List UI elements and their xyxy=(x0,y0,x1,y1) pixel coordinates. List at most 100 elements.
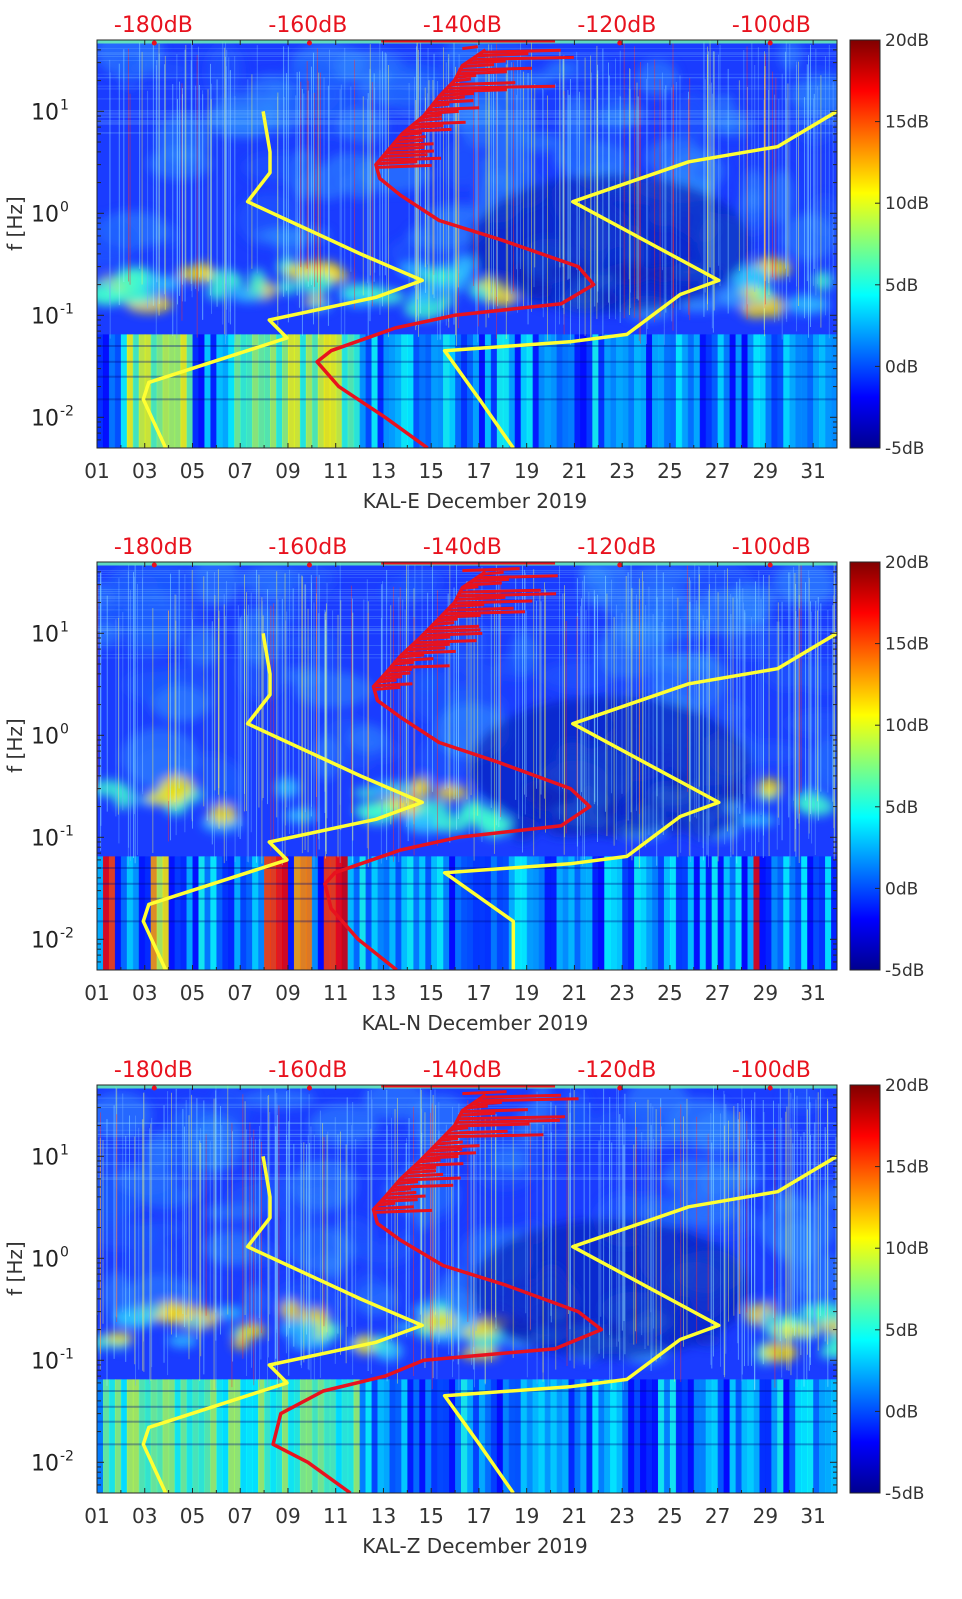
y-tick-base: 10 xyxy=(31,406,59,431)
median-spike xyxy=(476,1097,579,1103)
median-spike xyxy=(410,642,450,648)
y-tick-label: 10 xyxy=(31,406,59,431)
median-spike xyxy=(482,48,561,54)
y-tick-base: 10 xyxy=(31,100,59,125)
median-spike xyxy=(459,588,541,594)
colorbar-tick-label: 5dB xyxy=(885,798,918,818)
curve-yellow-high xyxy=(442,1154,837,1493)
spectrogram-transient-streaks xyxy=(97,1085,837,1391)
x-tick-label: 27 xyxy=(705,459,730,483)
median-spike xyxy=(437,95,465,101)
x-tick-label: 27 xyxy=(705,1504,730,1528)
median-spike xyxy=(459,66,532,72)
y-axis-label: f [Hz] xyxy=(3,1241,27,1296)
curve-yellow-low xyxy=(141,111,424,448)
x-axis-label: KAL-E December 2019 xyxy=(363,489,587,513)
median-spike xyxy=(458,70,507,76)
y-tick-base: 10 xyxy=(31,724,59,749)
median-spike xyxy=(440,613,481,619)
median-spike xyxy=(482,570,504,576)
median-spike xyxy=(432,621,455,627)
x-tick-label: 31 xyxy=(800,459,825,483)
x-tick-label: 05 xyxy=(180,981,205,1005)
x-tick-label: 25 xyxy=(657,1504,682,1528)
x-tick-label: 07 xyxy=(227,1504,252,1528)
x-tick-label: 19 xyxy=(514,981,539,1005)
median-spike xyxy=(422,113,443,119)
spectrogram-low-frequency-columns xyxy=(97,1379,837,1493)
y-tick-label: 10 xyxy=(31,100,59,125)
colorbar-tick-label: -5dB xyxy=(885,961,924,981)
median-spike xyxy=(380,1198,418,1204)
median-spike xyxy=(471,55,574,61)
top-marker-dot xyxy=(151,1085,157,1091)
top-db-tick-label: -160dB xyxy=(268,13,347,38)
y-tick-label: 10 xyxy=(31,928,59,953)
y-tick-base: 10 xyxy=(31,304,59,329)
colorbar-tick-label: 20dB xyxy=(885,1076,929,1096)
noise-model-curves xyxy=(141,562,837,970)
x-tick-label: 23 xyxy=(609,459,634,483)
spectrogram-transient-streaks xyxy=(97,562,837,868)
y-axis-label: f [Hz] xyxy=(3,718,27,773)
x-tick-label: 17 xyxy=(466,1504,491,1528)
median-spike xyxy=(466,59,506,65)
colorbar-tick-label: 0dB xyxy=(885,1402,918,1422)
top-db-tick-label: -140dB xyxy=(423,13,502,38)
top-db-tick-label: -140dB xyxy=(423,1058,502,1083)
curve-red-median xyxy=(315,48,596,448)
y-tick-exponent: 1 xyxy=(60,1142,69,1158)
top-db-tick-label: -100dB xyxy=(732,13,811,38)
colorbar: 20dB 15dB 10dB 5dB 0dB -5dB xyxy=(849,31,929,459)
median-spike xyxy=(379,156,442,162)
noise-model-curves xyxy=(141,40,837,448)
median-spike xyxy=(439,1136,459,1142)
x-tick-label: 03 xyxy=(132,981,157,1005)
y-tick-exponent: 0 xyxy=(60,199,69,215)
median-spike xyxy=(471,577,510,583)
top-db-tick-label: -180dB xyxy=(114,535,193,560)
median-spike xyxy=(391,142,434,148)
median-spike xyxy=(388,145,425,151)
x-tick-label: 01 xyxy=(84,1504,109,1528)
colorbar-tick-label: -5dB xyxy=(885,439,924,459)
spectrogram-low-frequency-columns xyxy=(97,856,837,970)
median-spike xyxy=(471,1100,502,1106)
x-axis-label: KAL-N December 2019 xyxy=(362,1011,589,1035)
median-spike xyxy=(454,77,472,83)
curve-yellow-low xyxy=(141,1156,424,1493)
x-tick-label: 11 xyxy=(323,1504,348,1528)
top-marker-dot xyxy=(767,562,773,568)
median-spike xyxy=(428,106,480,112)
top-marker-dot xyxy=(151,40,157,46)
x-tick-label: 09 xyxy=(275,1504,300,1528)
top-marker-dot xyxy=(306,562,312,568)
x-tick-label: 21 xyxy=(562,459,587,483)
x-tick-label: 27 xyxy=(705,981,730,1005)
median-spike xyxy=(447,1129,508,1135)
top-marker-dot xyxy=(306,40,312,46)
median-spike xyxy=(456,1118,560,1124)
top-db-tick-label: -180dB xyxy=(114,13,193,38)
median-spike xyxy=(418,635,451,641)
median-spike xyxy=(461,585,479,591)
colorbar-tick-label: 20dB xyxy=(885,553,929,573)
median-spike xyxy=(413,120,466,126)
x-tick-label: 11 xyxy=(323,981,348,1005)
median-spike xyxy=(385,149,434,155)
top-db-tick-label: -180dB xyxy=(114,1058,193,1083)
colorbar-tick-label: 5dB xyxy=(885,276,918,296)
x-tick-label: 21 xyxy=(562,981,587,1005)
colorbar: 20dB 15dB 10dB 5dB 0dB -5dB xyxy=(849,1076,929,1504)
colorbar-gradient xyxy=(849,39,881,449)
x-tick-label: 15 xyxy=(418,459,443,483)
median-spike xyxy=(382,153,428,159)
x-tick-label: 25 xyxy=(657,459,682,483)
median-spike xyxy=(397,135,426,141)
x-tick-label: 07 xyxy=(227,459,252,483)
median-spike xyxy=(456,595,506,601)
curve-yellow-high xyxy=(442,631,837,970)
